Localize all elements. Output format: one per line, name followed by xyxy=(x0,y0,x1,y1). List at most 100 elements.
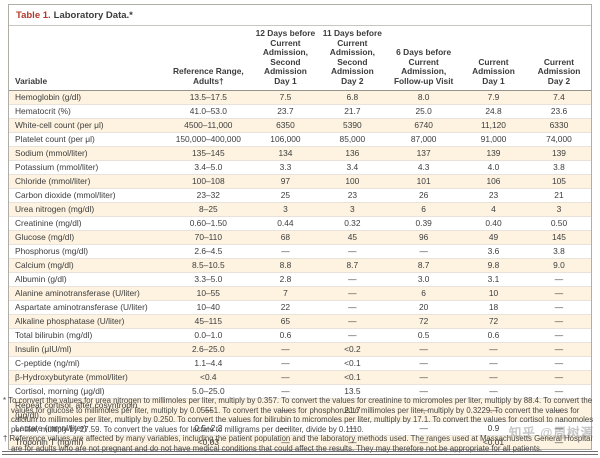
table-row: Potassium (mmol/liter) 3.4–5.0 3.3 3.4 4… xyxy=(9,160,591,175)
variable-cell: β-Hydroxybutyrate (mmol/liter) xyxy=(9,370,164,385)
table-row: Alanine aminotransferase (U/liter) 10–55… xyxy=(9,286,591,301)
table-title-text: Laboratory Data.* xyxy=(53,10,133,21)
column-header-current-admission-day-2: Current Admission Day 2 xyxy=(526,26,591,91)
value-cell: 3.1 xyxy=(460,272,527,287)
value-cell: — xyxy=(317,314,388,329)
value-cell: — xyxy=(526,314,591,329)
table-body: Hemoglobin (g/dl) 13.5–17.5 7.5 6.8 8.0 … xyxy=(9,90,591,449)
value-cell: 106 xyxy=(460,174,527,189)
value-cell: 21.7 xyxy=(317,398,388,422)
value-cell: — xyxy=(317,421,388,436)
column-header-11-days-before: 11 Days before Current Admission, Second… xyxy=(317,26,388,91)
value-cell: 21.7 xyxy=(317,104,388,119)
value-cell: 21 xyxy=(526,188,591,203)
value-cell: — xyxy=(387,421,461,436)
variable-cell: Urea nitrogen (mg/dl) xyxy=(9,202,164,217)
value-cell: 91,000 xyxy=(460,132,527,147)
reference-range-cell: 8–25 xyxy=(163,202,254,217)
value-cell: 6330 xyxy=(526,118,591,133)
table-number: Table 1. xyxy=(16,10,51,21)
value-cell: 136 xyxy=(317,146,388,161)
column-header-12-days-before: 12 Days before Current Admission, Second… xyxy=(253,26,318,91)
reference-range-cell: 70–110 xyxy=(163,230,254,245)
value-cell: 3 xyxy=(253,202,318,217)
value-cell: 18 xyxy=(460,300,527,315)
variable-cell: Lactate (mmol/liter) xyxy=(9,421,164,436)
variable-cell: Troponin T (ng/ml) xyxy=(15,437,84,448)
footnote-marker: † xyxy=(3,434,8,444)
reference-range-cell: 4500–11,000 xyxy=(163,118,254,133)
value-cell: 0.5 xyxy=(387,328,461,343)
variable-cell: Hemoglobin (g/dl) xyxy=(9,90,164,105)
reference-range-cell: 13.5–17.5 xyxy=(163,90,254,105)
value-cell: 96 xyxy=(387,230,461,245)
value-cell: 139 xyxy=(526,146,591,161)
reference-range-cell: 150,000–400,000 xyxy=(163,132,254,147)
value-cell: — xyxy=(526,328,591,343)
table-row: Hematocrit (%) 41.0–53.0 23.7 21.7 25.0 … xyxy=(9,104,591,119)
value-cell: 3.0 xyxy=(387,272,461,287)
value-cell: 72 xyxy=(460,314,527,329)
reference-range-cell: 0.0–1.0 xyxy=(163,328,254,343)
column-header-reference-range: Reference Range, Adults† xyxy=(163,26,254,91)
variable-cell: Aspartate aminotransferase (U/liter) xyxy=(9,300,164,315)
value-cell: 3.4 xyxy=(317,160,388,175)
value-cell: <0.1 xyxy=(317,370,388,385)
reference-range-cell: 1.1–4.4 xyxy=(163,356,254,371)
variable-cell: Potassium (mmol/liter) xyxy=(9,160,164,175)
value-cell: 68 xyxy=(253,230,318,245)
value-cell: 7.5 xyxy=(253,90,318,105)
reference-range-cell: 10–55 xyxy=(163,286,254,301)
value-cell: 3.3 xyxy=(253,160,318,175)
table-row: Glucose (mg/dl) 70–110 68 45 96 49 145 xyxy=(9,230,591,245)
value-cell: — xyxy=(460,342,527,357)
value-cell: <0.2 xyxy=(317,342,388,357)
value-cell: 13.5 xyxy=(317,384,388,399)
table-row: Troponin T (ng/ml) <0.03 — — — <0.01 — xyxy=(9,435,591,449)
value-cell: — xyxy=(387,342,461,357)
value-cell: — xyxy=(253,370,318,385)
footnote-marker: * xyxy=(3,396,7,405)
bottom-double-rule xyxy=(2,451,598,455)
variable-cell: Insulin (μIU/ml) xyxy=(9,342,164,357)
value-cell: — xyxy=(526,272,591,287)
reference-range-cell: 41.0–53.0 xyxy=(163,104,254,119)
value-cell: <0.01 xyxy=(482,437,505,448)
footnote-text: Reference values are affected by many va… xyxy=(9,434,593,453)
variable-cell: Total bilirubin (mg/dl) xyxy=(9,328,164,343)
reference-range-cell: <0.4 xyxy=(163,370,254,385)
table-title: Table 1. Laboratory Data.* xyxy=(9,5,591,26)
value-cell: 6 xyxy=(387,202,461,217)
value-cell: 23 xyxy=(460,188,527,203)
column-header-6-days-before: 6 Days before Current Admission, Follow-… xyxy=(387,26,461,91)
value-cell: 87,000 xyxy=(387,132,461,147)
value-cell: 10 xyxy=(460,286,527,301)
value-cell: — xyxy=(253,384,318,399)
value-cell: 9.8 xyxy=(460,258,527,273)
value-cell: — xyxy=(526,356,591,371)
value-cell: 6 xyxy=(387,286,461,301)
value-cell: 72 xyxy=(387,314,461,329)
value-cell: — xyxy=(317,286,388,301)
value-cell: 6.8 xyxy=(317,90,388,105)
column-header-variable: Variable xyxy=(9,26,164,91)
value-cell: — xyxy=(387,356,461,371)
table-row: Aspartate aminotransferase (U/liter) 10–… xyxy=(9,300,591,315)
value-cell: 137 xyxy=(387,146,461,161)
footnotes: * To convert the values for urea nitroge… xyxy=(3,396,597,454)
value-cell: 25.0 xyxy=(387,104,461,119)
value-cell: 106,000 xyxy=(253,132,318,147)
table-row: Alkaline phosphatase (U/liter) 45–115 65… xyxy=(9,314,591,329)
value-cell: — xyxy=(317,300,388,315)
value-cell: — xyxy=(253,421,318,436)
value-cell: — xyxy=(460,370,527,385)
reference-range-cell: 0.60–1.50 xyxy=(163,216,254,231)
value-cell: 23.6 xyxy=(526,104,591,119)
zhihu-watermark: 知乎 @周树源 xyxy=(508,426,594,440)
reference-range-cell: 5.0–25.0 xyxy=(163,384,254,399)
value-cell: 3 xyxy=(526,202,591,217)
value-cell: 0.9 xyxy=(460,421,527,436)
variable-cell: Platelet count (per μl) xyxy=(9,132,164,147)
table-row: Phosphorus (mg/dl) 2.6–4.5 — — — 3.6 3.8 xyxy=(9,244,591,259)
value-cell: — xyxy=(460,398,527,422)
